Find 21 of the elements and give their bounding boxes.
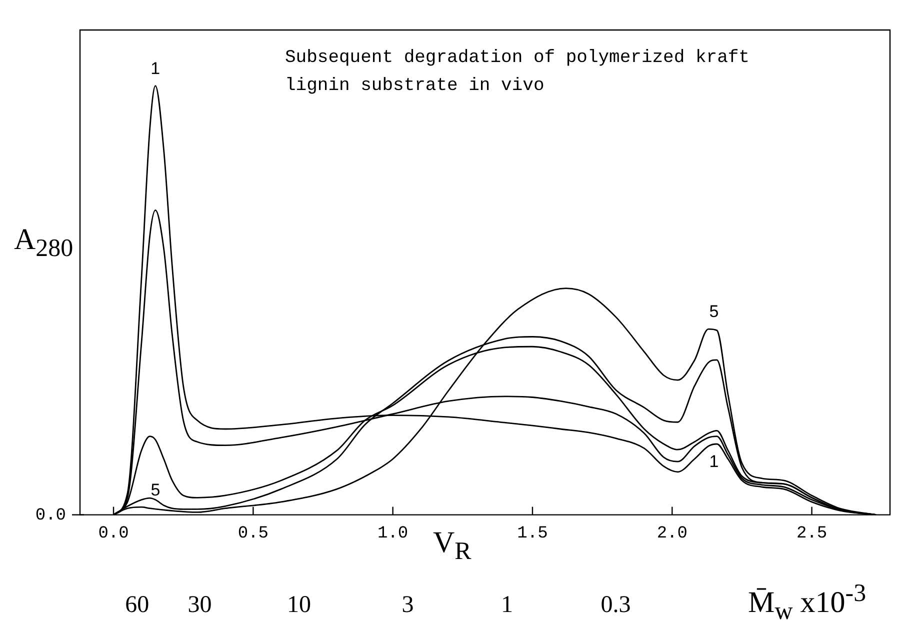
text: 0.0 — [35, 506, 66, 526]
annotation: 1 — [150, 58, 160, 78]
x-tick-label: 2.5 — [796, 524, 828, 544]
x2-tick-label: 0.3 — [600, 592, 631, 618]
x2-tick-label: 1 — [500, 592, 513, 618]
x-tick-label: 0.0 — [98, 524, 129, 544]
chart-title: Subsequent degradation of polymerized kraft lignin substrate in vivo — [285, 48, 750, 96]
x-tick-label: 0.5 — [238, 524, 268, 544]
x2-tick-label: 10 — [287, 592, 312, 618]
annotation: 5 — [709, 302, 719, 322]
x2-axis-title: M̄$_{w}$ x10$^{-3}$ — [748, 580, 866, 626]
y-axis-title: A$_{280}$ — [14, 223, 74, 263]
x-tick-label: 2.0 — [656, 524, 688, 544]
x2-tick-label: 60 — [125, 592, 150, 618]
annotation: 1 — [709, 452, 719, 472]
annotation: 5 — [150, 480, 160, 500]
x-tick-label: 1.0 — [378, 524, 408, 544]
x-tick-label: 1.5 — [517, 524, 548, 544]
x2-tick-label: 3 — [402, 592, 414, 618]
x2-tick-label: 30 — [188, 592, 212, 618]
x-axis-title: V$_{R}$ — [433, 526, 472, 566]
